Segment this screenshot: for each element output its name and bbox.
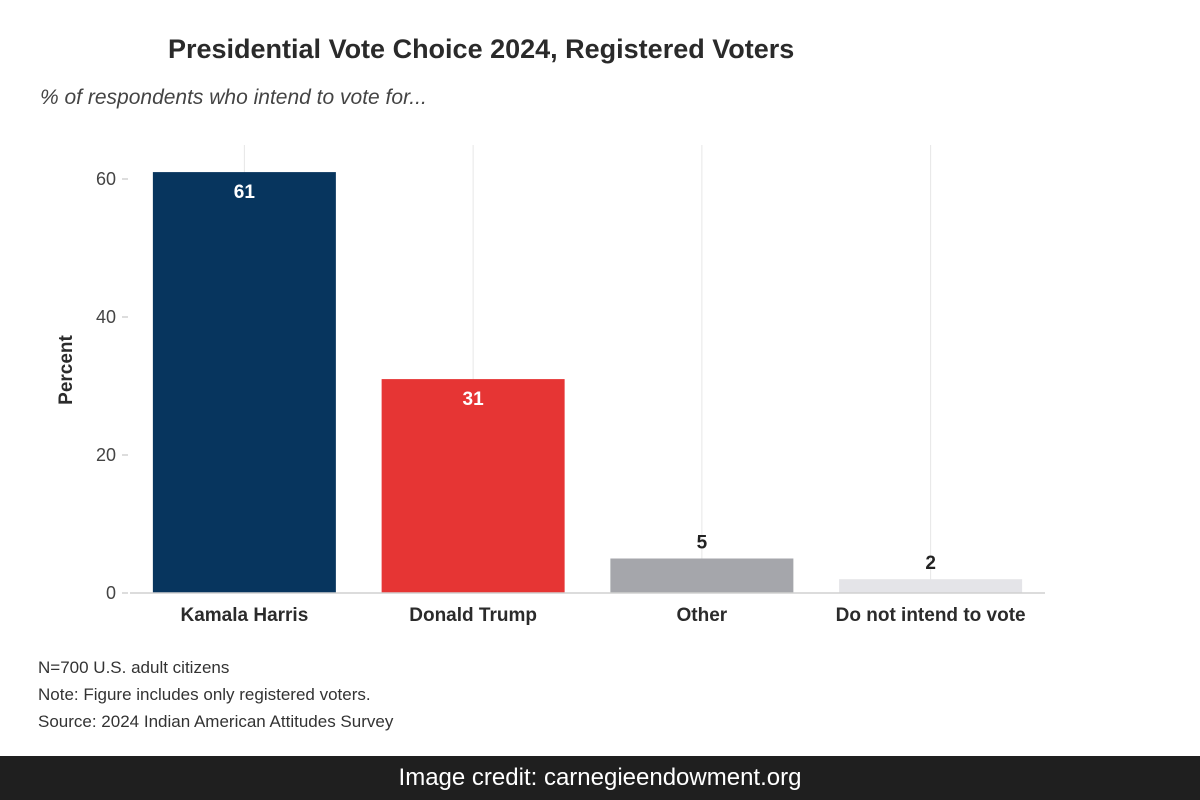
image-credit: Image credit: carnegieendowment.org: [398, 764, 802, 791]
bar-chart: 0 20 40 60 61 31 5 2 Kamala Harris Donald Trump…: [56, 145, 1045, 626]
footnote-sample: N=700 U.S. adult citizens: [38, 658, 230, 677]
x-tick-label: Kamala Harris: [180, 605, 308, 626]
bars: [152, 172, 1023, 593]
x-tick-label: Donald Trump: [409, 605, 537, 626]
y-axis: 0 20 40 60: [96, 169, 128, 603]
chart-subtitle: % of respondents who intend to vote for.…: [40, 86, 427, 109]
image-credit-bar: Image credit: carnegieendowment.org: [0, 756, 1200, 800]
data-labels: 61 31 5 2: [234, 182, 936, 574]
data-label: 61: [234, 182, 256, 203]
data-label: 31: [463, 389, 485, 410]
x-tick-label: Do not intend to vote: [836, 605, 1026, 626]
bar-3: [610, 558, 794, 593]
bar-4: [839, 579, 1023, 593]
bar-1: [152, 172, 336, 593]
x-axis: Kamala Harris Donald Trump Other Do not int…: [130, 592, 1045, 626]
y-tick-label: 0: [106, 583, 116, 603]
chart-title: Presidential Vote Choice 2024, Registere…: [168, 34, 795, 64]
y-tick-label: 60: [96, 169, 116, 189]
x-tick-label: Other: [677, 605, 728, 626]
y-tick-label: 20: [96, 445, 116, 465]
footnote-note: Note: Figure includes only registered vo…: [38, 685, 371, 704]
data-label: 5: [697, 533, 708, 554]
data-label: 2: [925, 553, 936, 574]
y-axis-label: Percent: [56, 334, 77, 404]
grid-lines: [243, 145, 932, 593]
footnote-source: Source: 2024 Indian American Attitudes S…: [38, 712, 394, 731]
y-tick-label: 40: [96, 307, 116, 327]
bar-2: [381, 379, 565, 593]
